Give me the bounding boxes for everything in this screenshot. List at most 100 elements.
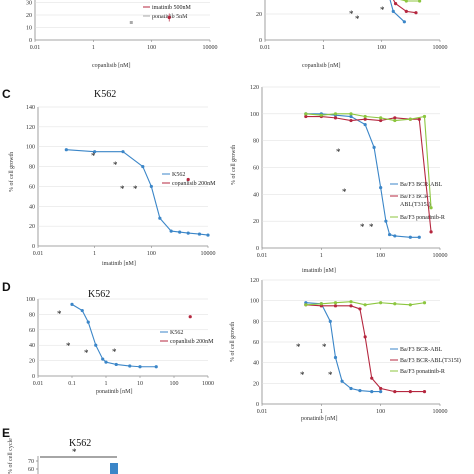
top-left-ytick-label: 0 — [29, 38, 32, 44]
d-left-series-0-point — [138, 365, 142, 369]
c-right-series-1-point — [379, 118, 383, 123]
d-right-series-1-point — [363, 335, 367, 339]
c-left-series-0-point — [178, 230, 182, 234]
top-right-series-0-point — [391, 9, 395, 13]
c-right-series-1-point — [417, 117, 421, 121]
c-right-xtick-label: 0.01 — [257, 253, 268, 259]
d-left-xtick-label: 0.1 — [68, 381, 76, 387]
d-left-xtick-label: 100 — [170, 381, 179, 387]
c-right-series-2-point — [429, 206, 433, 210]
top-right-series-1-point — [393, 1, 398, 6]
d-left-ytick-label: 20 — [29, 359, 35, 365]
d-left-xtick-label: 1 — [105, 381, 108, 387]
c-right-significance-star: * — [342, 187, 347, 197]
top-left-series-0-point — [167, 15, 171, 20]
d-left-series-0-point — [80, 308, 84, 313]
c-left-series-0-point — [149, 184, 153, 189]
top-left-xtick-label: 1 — [92, 45, 95, 51]
c-left-ytick-label: 120 — [26, 125, 35, 131]
xlabel-c-right: imatinib [nM] — [302, 268, 336, 274]
d-left-significance-star: * — [57, 309, 62, 319]
d-left-ytick-label: 0 — [32, 374, 35, 380]
c-right-series-0-line — [305, 113, 420, 238]
legend-item-k562-c: K562 — [172, 172, 185, 178]
legend-item-copanlisib-c: copanlisib 200nM — [172, 181, 216, 187]
c-right-series-2-point — [363, 114, 367, 119]
c-right-series-1-point — [304, 114, 308, 119]
c-left-ytick-label: 0 — [32, 244, 35, 250]
c-left-ytick-label: 60 — [29, 184, 35, 190]
c-right-significance-star: * — [369, 222, 374, 232]
d-right-series-2-point — [363, 303, 367, 307]
top-right-significance-star: * — [380, 5, 385, 15]
c-right-ytick-label: 0 — [256, 246, 259, 252]
d-right-series-0-point — [328, 319, 332, 323]
c-left-ytick-label: 20 — [29, 224, 35, 230]
c-right-series-1-point — [349, 118, 353, 123]
legend-d-left: K562 copanlisib 200nM — [160, 330, 214, 345]
top-right-xtick-label: 0.01 — [260, 45, 271, 51]
c-right-series-0-point — [393, 234, 397, 238]
d-right-series-0-point — [349, 386, 353, 391]
d-left-series-0-point — [86, 320, 90, 324]
d-right-ytick-label: 80 — [253, 319, 259, 325]
xlabel-top-left: copanlisib [nM] — [92, 63, 131, 69]
c-left-significance-star: * — [113, 160, 118, 170]
d-right-series-2-point — [422, 301, 427, 305]
d-right-ytick-label: 60 — [253, 340, 259, 346]
ylabel-c-left: % of cell growth — [8, 152, 15, 192]
d-right-series-0-point — [358, 388, 362, 393]
d-right-ytick-label: 120 — [250, 278, 259, 284]
d-left-ytick-label: 40 — [29, 343, 35, 349]
top-left-xtick-label: 10000 — [203, 45, 218, 51]
c-right-xtick-label: 100 — [376, 253, 385, 259]
c-left-ytick-label: 140 — [26, 105, 35, 111]
top-right-xtick-label: 100 — [377, 45, 386, 51]
c-right-series-1-point — [363, 117, 367, 121]
c-right-ytick-label: 20 — [253, 219, 259, 225]
legend-item-copanlisib-d: copanlisib 200nM — [170, 339, 214, 345]
c-right-series-2-line — [305, 113, 432, 208]
c-right-series-0-point — [372, 145, 376, 149]
d-right-series-1-point — [408, 390, 412, 394]
panel-label-c: C — [2, 87, 11, 101]
top-left-series-1-point — [129, 21, 133, 24]
c-right-series-0-point — [387, 232, 392, 237]
c-right-series-2-point — [422, 114, 427, 119]
c-right-ytick-label: 40 — [253, 192, 259, 198]
c-right-series-0-point — [349, 114, 353, 119]
top-left-ytick-label: 30 — [26, 1, 32, 7]
legend-item-ponatinib-r-c: Ba/F3 ponatinib-R — [400, 215, 445, 221]
d-right-series-0-line — [305, 302, 381, 393]
xlabel-d-right: ponatinib [nM] — [301, 416, 338, 422]
c-left-significance-star: * — [91, 151, 96, 161]
ylabel-c-right: % of cell growth — [230, 145, 237, 185]
panel-label-d: D — [2, 280, 11, 294]
d-right-significance-star: * — [296, 342, 301, 352]
c-left-series-1-point — [186, 177, 190, 182]
c-right-series-1-point — [393, 116, 397, 120]
top-right-series-2-point — [418, 0, 422, 3]
c-left-ytick-label: 80 — [29, 165, 35, 171]
c-right-series-2-point — [349, 112, 353, 116]
d-left-significance-star: * — [66, 341, 71, 351]
d-right-series-0-point — [379, 390, 383, 394]
d-right-series-0-point — [340, 379, 344, 383]
legend-item-imatinib-500: imatinib 500nM — [152, 5, 191, 11]
d-left-series-0-point — [94, 343, 98, 347]
d-right-ytick-label: 20 — [253, 381, 259, 387]
c-left-series-0-point — [158, 216, 162, 220]
d-right-significance-star: * — [322, 342, 327, 352]
ylabel-e: % of cell cycle — [7, 438, 14, 474]
c-right-series-0-point — [408, 235, 412, 239]
d-left-series-0-point — [104, 360, 108, 364]
d-right-series-2-point — [333, 301, 338, 305]
top-right-ytick-label: 0 — [259, 38, 262, 44]
legend-item-t315i-d: Ba/F3 BCR-ABL(T315I) — [400, 357, 461, 364]
d-left-series-0-point — [128, 364, 132, 368]
c-left-xtick-label: 10000 — [201, 251, 216, 257]
ylabel-d-right: % of cell growth — [229, 322, 236, 362]
d-left-significance-star: * — [112, 347, 117, 357]
d-right-significance-star: * — [300, 370, 305, 380]
d-left-series-0-point — [154, 365, 158, 369]
